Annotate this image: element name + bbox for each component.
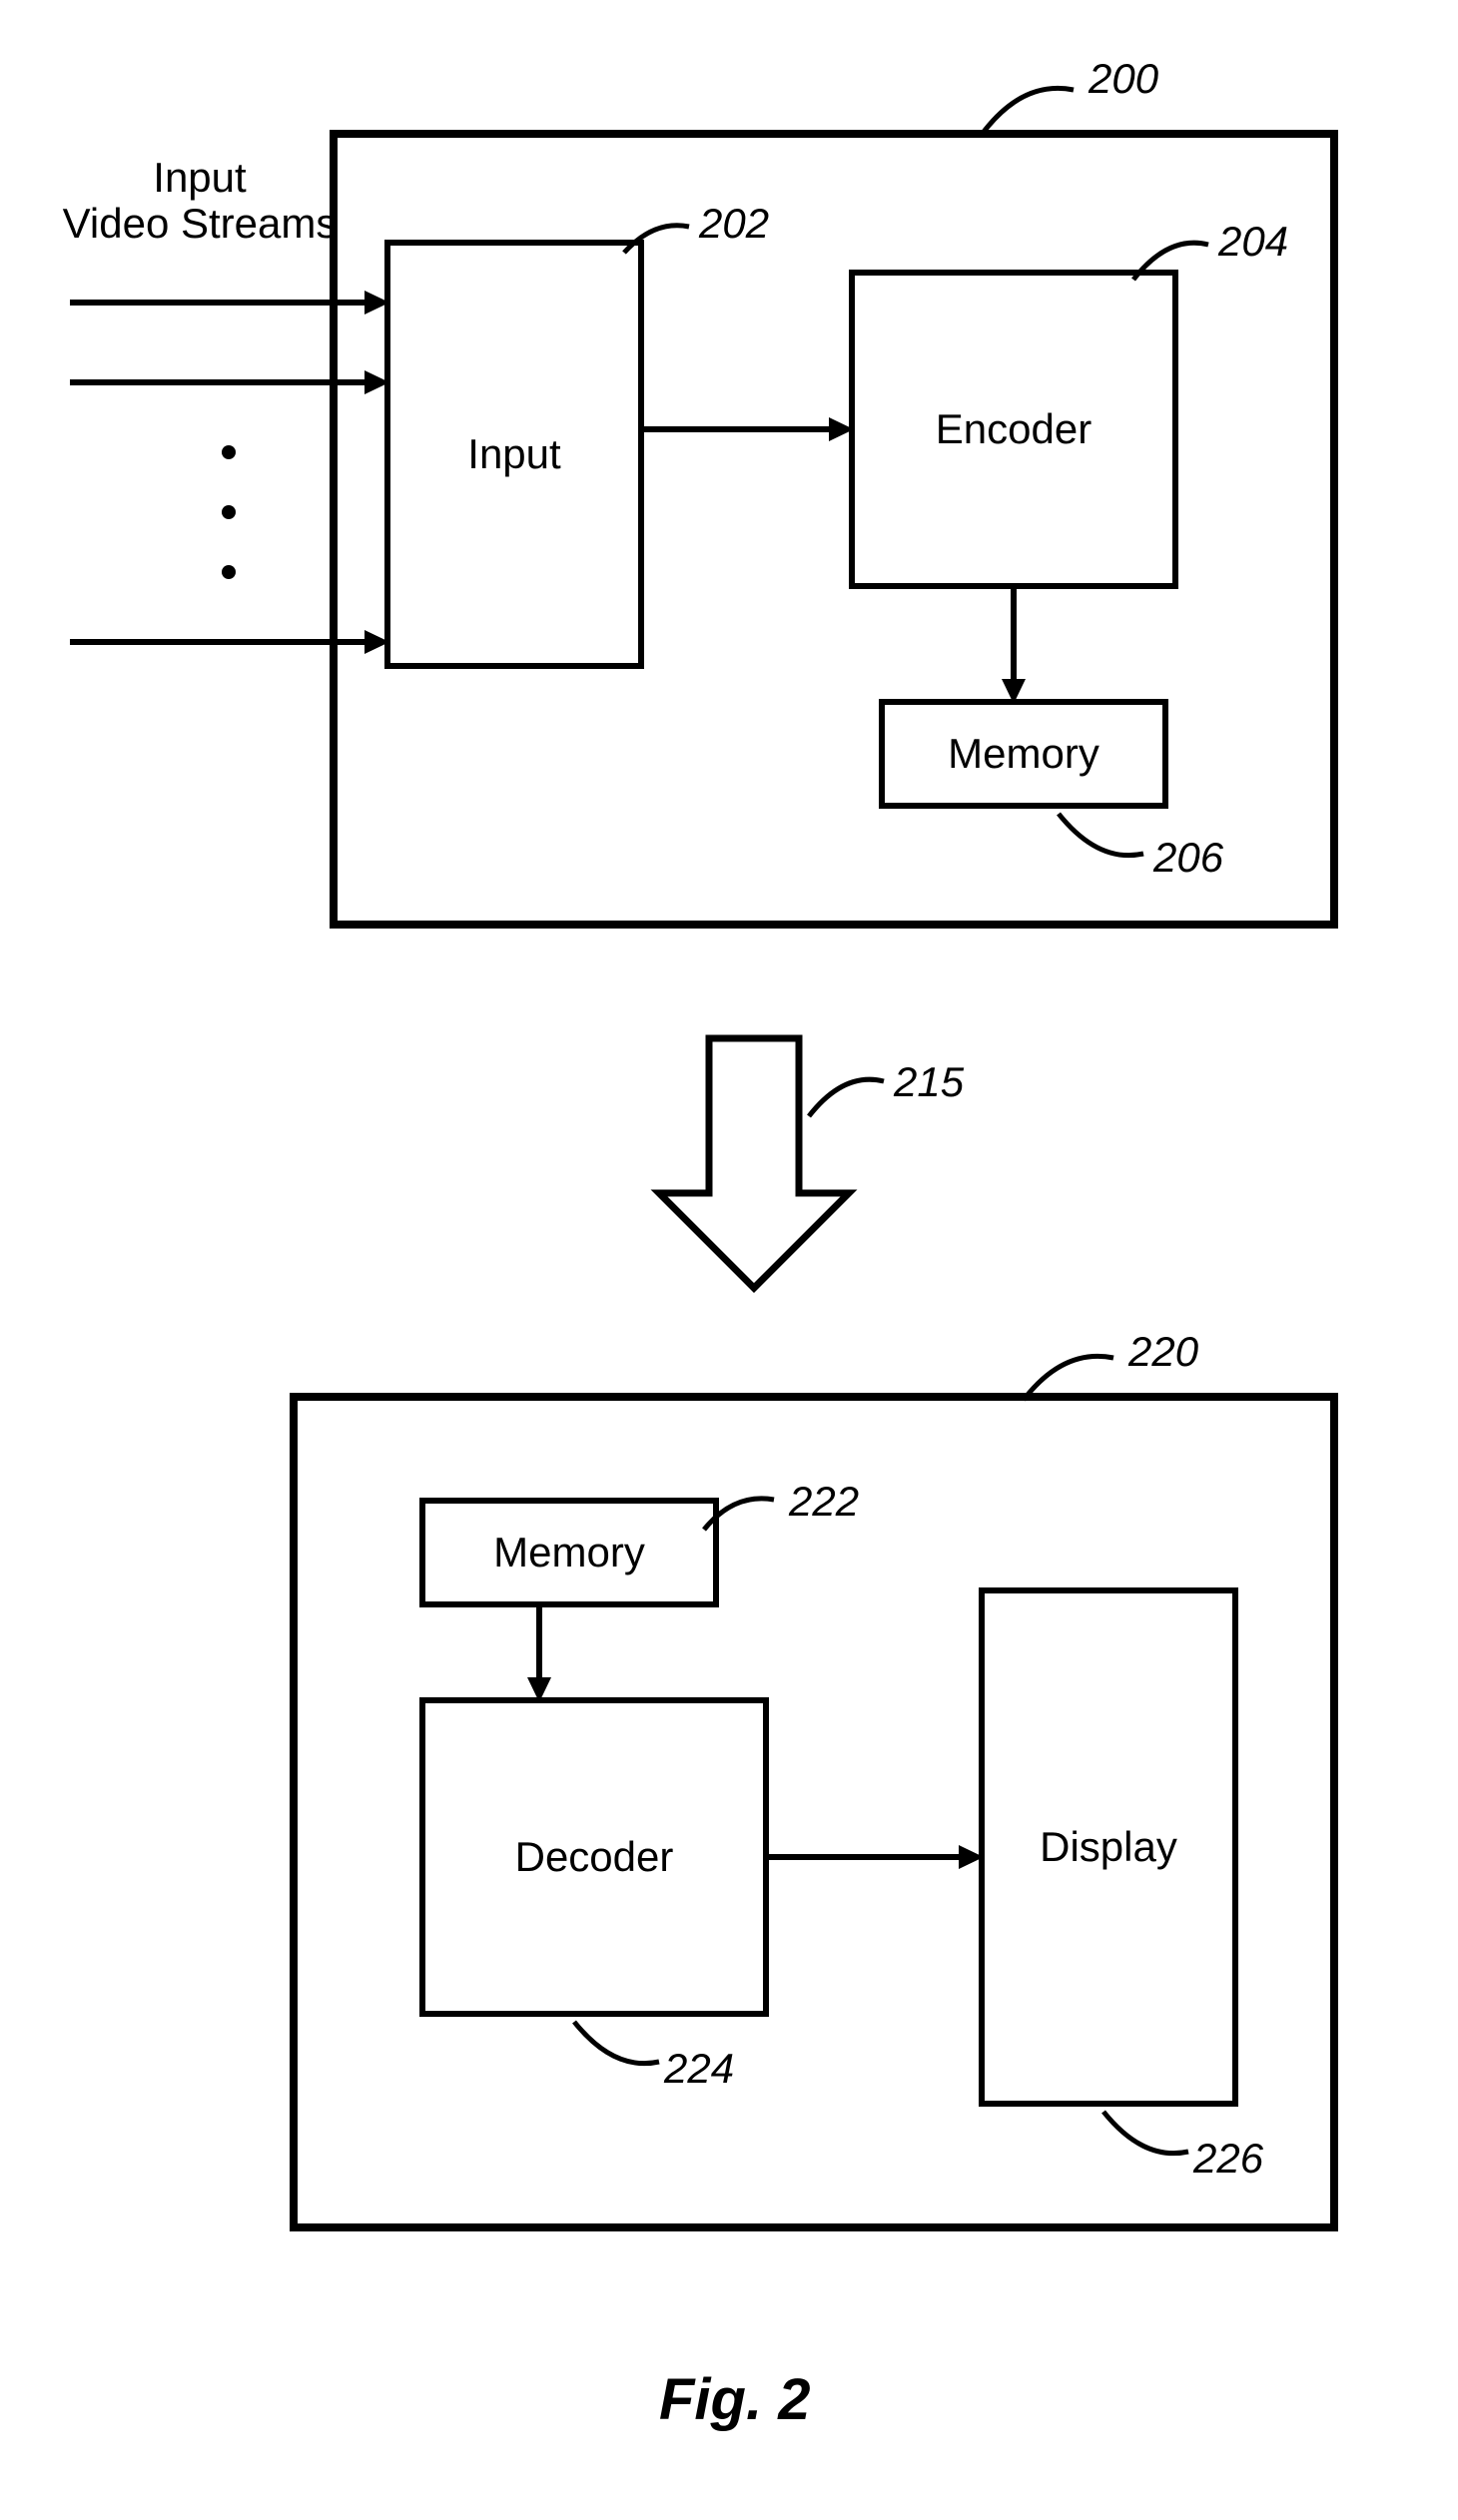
ref-215: 215 (894, 1058, 964, 1106)
ref-200: 200 (1089, 55, 1158, 103)
memory-block-bottom-label: Memory (493, 1529, 645, 1576)
encoder-block: Encoder (849, 270, 1178, 589)
memory-block-bottom: Memory (419, 1498, 719, 1607)
display-block-label: Display (1040, 1823, 1177, 1871)
decoder-block-label: Decoder (515, 1833, 674, 1881)
stream-arrow-1 (70, 288, 389, 317)
ref-204: 204 (1218, 218, 1288, 266)
ref-222: 222 (789, 1478, 859, 1526)
ellipsis-dot-3 (222, 565, 236, 579)
ref-202: 202 (699, 200, 769, 248)
encoder-block-label: Encoder (936, 405, 1092, 453)
ref-220: 220 (1128, 1328, 1198, 1376)
stream-arrow-3 (70, 627, 389, 657)
figure-caption: Fig. 2 (659, 2366, 810, 2433)
input-streams-label: Input Video Streams (60, 155, 340, 247)
ellipsis-dot-1 (222, 445, 236, 459)
input-streams-label-line2: Video Streams (63, 200, 338, 247)
arrow-decoder-to-display (769, 1842, 984, 1872)
ref-206: 206 (1153, 834, 1223, 882)
arrow-encoder-to-memory (999, 589, 1029, 704)
figure-canvas: 200 Input Video Streams Input 202 Encode… (0, 0, 1458, 2520)
input-streams-label-line1: Input (153, 154, 246, 201)
decoder-block: Decoder (419, 1697, 769, 2017)
input-block-label: Input (467, 430, 560, 478)
arrow-input-to-encoder (644, 414, 854, 444)
callout-206 (1049, 809, 1168, 879)
display-block: Display (979, 1587, 1238, 2107)
ref-226: 226 (1193, 2135, 1263, 2183)
arrow-memory-to-decoder (524, 1607, 554, 1702)
ellipsis-dot-2 (222, 505, 236, 519)
input-block: Input (384, 240, 644, 669)
ref-224: 224 (664, 2045, 734, 2093)
memory-block-top-label: Memory (948, 730, 1099, 778)
stream-arrow-2 (70, 367, 389, 397)
memory-block-top: Memory (879, 699, 1168, 809)
